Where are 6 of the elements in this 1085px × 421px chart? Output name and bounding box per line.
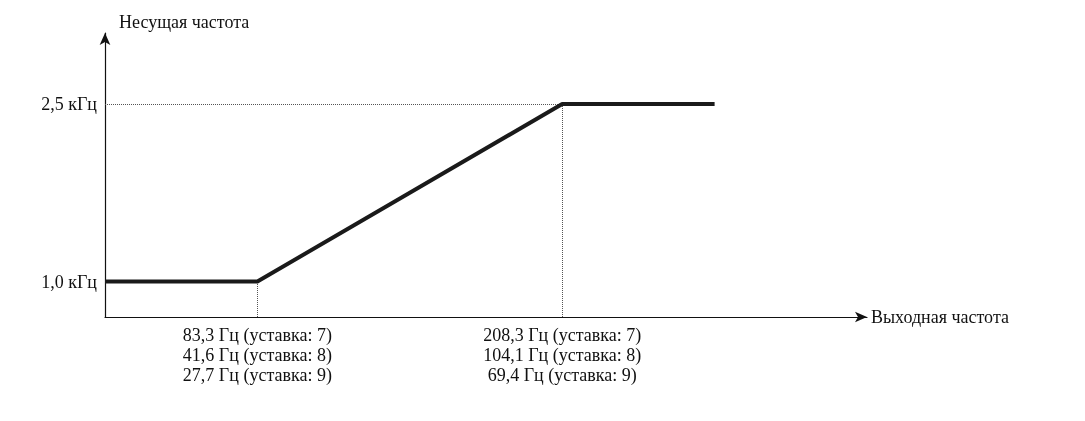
x-axis-title: Выходная частота [871,307,1009,327]
x-tick-label: 208,3 Гц (уставка: 7) 104,1 Гц (уставка: 8) 69,4 Гц (уставка: 9) [483,325,642,386]
y-axis-title: Несущая частота [119,12,250,32]
x-tick-label: 83,3 Гц (уставка: 7) 41,6 Гц (уставка: 8) 27,7 Гц (уставка: 9) [182,325,332,386]
y-tick-label: 1,0 кГц [41,271,98,292]
y-tick-label: 2,5 кГц [41,94,98,114]
